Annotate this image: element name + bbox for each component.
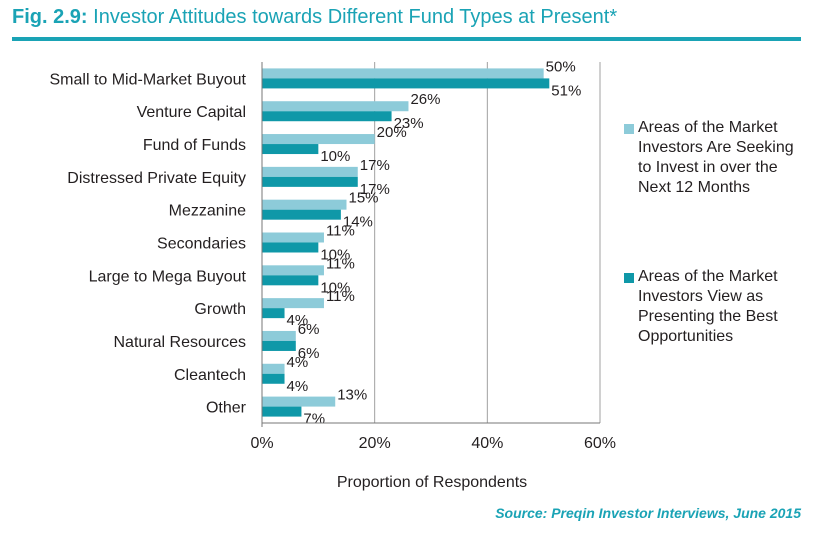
category-label: Venture Capital bbox=[137, 104, 246, 121]
value-label-seeking: 50% bbox=[546, 58, 576, 75]
category-label: Distressed Private Equity bbox=[67, 170, 246, 187]
category-label: Other bbox=[206, 400, 247, 417]
value-label-best: 4% bbox=[287, 378, 309, 395]
x-tick-label: 40% bbox=[471, 435, 503, 452]
bar-best bbox=[262, 144, 319, 155]
bar-best bbox=[262, 308, 285, 319]
category-label: Large to Mega Buyout bbox=[89, 268, 247, 285]
bar-seeking bbox=[262, 396, 336, 407]
x-tick-label: 0% bbox=[250, 435, 273, 452]
bar-seeking bbox=[262, 363, 285, 374]
legend-label-seeking: Areas of the Market Investors Are Seekin… bbox=[638, 119, 794, 196]
bar-seeking bbox=[262, 199, 347, 210]
value-label-seeking: 6% bbox=[298, 321, 320, 338]
legend-swatch-seeking bbox=[624, 124, 634, 134]
value-label-best: 17% bbox=[360, 181, 390, 198]
bar-best bbox=[262, 275, 319, 286]
bar-seeking bbox=[262, 330, 296, 341]
value-label-best: 14% bbox=[343, 214, 373, 231]
x-tick-label: 20% bbox=[359, 435, 391, 452]
value-label-seeking: 17% bbox=[360, 157, 390, 174]
value-label-best: 4% bbox=[287, 312, 309, 329]
bar-best bbox=[262, 111, 392, 122]
legend-label-best: Areas of the Market Investors View as Pr… bbox=[638, 268, 778, 345]
bar-best bbox=[262, 242, 319, 253]
bar-seeking bbox=[262, 166, 358, 177]
value-label-best: 7% bbox=[303, 411, 325, 428]
value-label-best: 10% bbox=[320, 279, 350, 296]
bar-seeking bbox=[262, 265, 324, 276]
bar-best bbox=[262, 176, 358, 187]
category-label: Secondaries bbox=[157, 236, 246, 253]
category-label: Growth bbox=[194, 301, 246, 318]
value-label-best: 10% bbox=[320, 247, 350, 264]
x-tick-label: 60% bbox=[584, 435, 616, 452]
title-rule bbox=[12, 37, 801, 41]
value-label-seeking: 20% bbox=[377, 124, 407, 141]
value-label-seeking: 13% bbox=[337, 387, 367, 404]
bar-seeking bbox=[262, 68, 544, 79]
bar-best bbox=[262, 406, 302, 417]
bar-seeking bbox=[262, 298, 324, 309]
x-axis-title: Proportion of Respondents bbox=[337, 474, 527, 491]
bar-best bbox=[262, 373, 285, 384]
category-label: Small to Mid-Market Buyout bbox=[49, 71, 246, 88]
figure-number: Fig. 2.9: bbox=[12, 6, 88, 28]
figure-title: Fig. 2.9: Investor Attitudes towards Dif… bbox=[12, 6, 617, 29]
value-label-seeking: 15% bbox=[349, 190, 379, 207]
bar-seeking bbox=[262, 134, 375, 145]
bar-best bbox=[262, 78, 550, 89]
category-label: Cleantech bbox=[174, 367, 246, 384]
value-label-seeking: 11% bbox=[326, 288, 355, 305]
value-label-best: 10% bbox=[320, 148, 350, 165]
legend-swatch-best bbox=[624, 273, 634, 283]
bar-seeking bbox=[262, 101, 409, 112]
bar-best bbox=[262, 340, 296, 351]
value-label-seeking: 11% bbox=[326, 223, 355, 240]
value-label-best: 23% bbox=[394, 115, 424, 132]
value-label-seeking: 26% bbox=[410, 91, 440, 108]
category-label: Fund of Funds bbox=[143, 137, 246, 154]
category-label: Natural Resources bbox=[114, 334, 247, 351]
bar-seeking bbox=[262, 232, 324, 243]
figure-title-text: Investor Attitudes towards Different Fun… bbox=[93, 6, 618, 28]
source-note: Source: Preqin Investor Interviews, June… bbox=[495, 505, 801, 521]
value-label-best: 51% bbox=[551, 82, 581, 99]
category-label: Mezzanine bbox=[169, 203, 246, 220]
value-label-seeking: 4% bbox=[287, 354, 309, 371]
value-label-seeking: 11% bbox=[326, 255, 355, 272]
bar-best bbox=[262, 209, 341, 220]
value-label-best: 6% bbox=[298, 345, 320, 362]
